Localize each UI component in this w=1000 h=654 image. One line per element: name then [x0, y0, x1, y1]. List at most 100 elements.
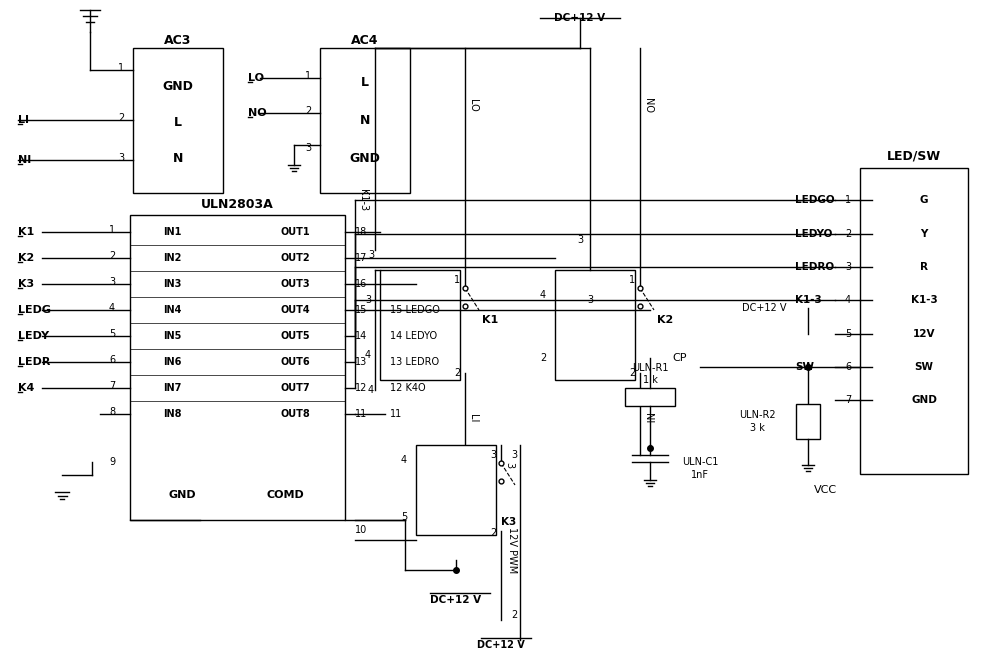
- Text: LEDGO: LEDGO: [795, 195, 835, 205]
- Text: OUT3: OUT3: [280, 279, 310, 289]
- Text: N: N: [360, 114, 370, 126]
- Bar: [416, 445, 496, 535]
- Text: 3: 3: [490, 450, 496, 460]
- Text: 2: 2: [490, 528, 496, 538]
- Text: 7: 7: [109, 381, 115, 391]
- Text: 4: 4: [109, 303, 115, 313]
- Text: IN7: IN7: [163, 383, 181, 393]
- Text: 12V: 12V: [913, 329, 935, 339]
- Bar: [796, 404, 820, 439]
- Text: K4: K4: [18, 383, 34, 393]
- Text: K3: K3: [501, 517, 517, 527]
- Text: 6: 6: [109, 355, 115, 365]
- Text: 13: 13: [355, 357, 367, 367]
- Text: 3: 3: [368, 250, 374, 260]
- Text: SW: SW: [914, 362, 934, 372]
- Text: K1-3: K1-3: [795, 295, 822, 305]
- Bar: [130, 215, 345, 520]
- Text: IN3: IN3: [163, 279, 181, 289]
- Text: ULN-R1: ULN-R1: [632, 363, 668, 373]
- Text: CP: CP: [673, 353, 687, 363]
- Text: 3: 3: [845, 262, 851, 272]
- Text: 15: 15: [355, 305, 367, 315]
- Text: NI: NI: [643, 413, 653, 423]
- Text: K3: K3: [18, 279, 34, 289]
- Text: DC+12 V: DC+12 V: [554, 13, 606, 23]
- Text: SW: SW: [795, 362, 814, 372]
- Text: 6: 6: [845, 362, 851, 372]
- Text: 1: 1: [845, 195, 851, 205]
- Text: 9: 9: [109, 457, 115, 467]
- Text: LO: LO: [248, 73, 264, 83]
- Text: GND: GND: [350, 152, 380, 165]
- Text: LEDR: LEDR: [18, 357, 50, 367]
- Text: 2: 2: [540, 353, 546, 363]
- Text: 8: 8: [109, 407, 115, 417]
- Text: 17: 17: [355, 253, 367, 263]
- Text: 12 K4O: 12 K4O: [390, 383, 426, 393]
- Text: 15 LEDGO: 15 LEDGO: [390, 305, 440, 315]
- Bar: [320, 48, 410, 193]
- Text: 12: 12: [355, 383, 367, 393]
- Text: 4: 4: [365, 350, 371, 360]
- Text: L: L: [361, 77, 369, 90]
- Text: 1: 1: [454, 275, 460, 285]
- Text: 11: 11: [390, 409, 402, 419]
- Text: K2: K2: [657, 315, 673, 325]
- Text: 5: 5: [109, 329, 115, 339]
- Text: DC+12 V: DC+12 V: [742, 303, 786, 313]
- Text: 18: 18: [355, 227, 367, 237]
- Text: GND: GND: [163, 80, 193, 92]
- Text: AC3: AC3: [164, 33, 192, 46]
- Text: COMD: COMD: [266, 490, 304, 500]
- Text: 2: 2: [118, 113, 124, 123]
- Text: DC+12 V: DC+12 V: [430, 595, 482, 605]
- Text: 2: 2: [305, 106, 311, 116]
- Text: 2: 2: [629, 368, 635, 378]
- Text: LEDG: LEDG: [18, 305, 51, 315]
- Text: OUT7: OUT7: [280, 383, 310, 393]
- Bar: [380, 270, 460, 380]
- Text: 5: 5: [401, 512, 407, 522]
- Text: 3: 3: [587, 295, 593, 305]
- Text: K1-3: K1-3: [358, 189, 368, 211]
- Text: LI: LI: [468, 414, 478, 422]
- Text: IN1: IN1: [163, 227, 181, 237]
- Text: NI: NI: [18, 155, 31, 165]
- Text: 2: 2: [109, 251, 115, 261]
- Text: 4: 4: [368, 385, 374, 395]
- Text: G: G: [920, 195, 928, 205]
- Text: 11: 11: [355, 409, 367, 419]
- Text: 3: 3: [305, 143, 311, 153]
- Text: OUT6: OUT6: [280, 357, 310, 367]
- Text: 1nF: 1nF: [691, 470, 709, 480]
- Text: OUT4: OUT4: [280, 305, 310, 315]
- Text: NO: NO: [248, 108, 267, 118]
- Text: 14: 14: [355, 331, 367, 341]
- Text: 3: 3: [118, 153, 124, 163]
- Text: IN4: IN4: [163, 305, 181, 315]
- Text: 3: 3: [365, 295, 371, 305]
- Text: 12V PWM: 12V PWM: [507, 527, 517, 573]
- Text: 1: 1: [118, 63, 124, 73]
- Text: K1: K1: [482, 315, 498, 325]
- Text: OUT2: OUT2: [280, 253, 310, 263]
- Text: N: N: [173, 152, 183, 165]
- Text: 4: 4: [401, 455, 407, 465]
- Text: 2: 2: [511, 610, 517, 620]
- Text: VCC: VCC: [813, 485, 837, 495]
- Text: IN5: IN5: [163, 331, 181, 341]
- Text: LEDY: LEDY: [18, 331, 49, 341]
- Text: 16: 16: [355, 279, 367, 289]
- Text: L: L: [174, 116, 182, 129]
- Text: 10: 10: [355, 525, 367, 535]
- Text: ULN-C1: ULN-C1: [682, 457, 718, 467]
- Text: LO: LO: [468, 99, 478, 111]
- Text: GND: GND: [911, 395, 937, 405]
- Text: 3: 3: [511, 450, 517, 460]
- Text: OUT5: OUT5: [280, 331, 310, 341]
- Text: IN6: IN6: [163, 357, 181, 367]
- Text: DC+12 V: DC+12 V: [477, 640, 525, 650]
- Text: 1: 1: [305, 71, 311, 81]
- Text: 1: 1: [109, 225, 115, 235]
